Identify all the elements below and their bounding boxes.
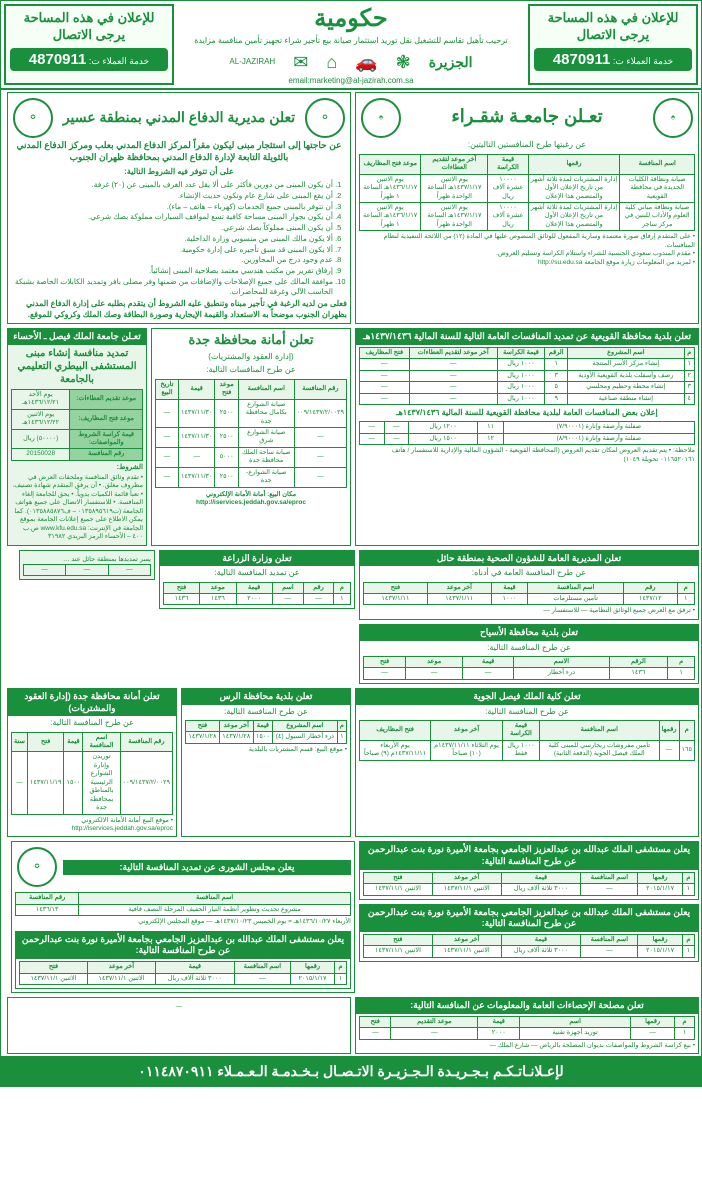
jeddah2-block: تعلن أمانة محافظة جدة (إدارة العقود والم… xyxy=(7,688,177,838)
gov-title: حكومية xyxy=(179,3,523,34)
civil-defense-icon: ✪ xyxy=(13,98,53,138)
shaqra-logo-icon: ⬘ xyxy=(653,98,693,138)
asir-lead: عن حاجتها إلى استئجار مبنى ليكون مقراً ل… xyxy=(11,140,347,163)
shaqra-table: اسم المنافسةرقمهاقيمة الكراسةآخر موعد لت… xyxy=(359,154,695,232)
palm-icon: ❃ xyxy=(396,51,411,74)
agri-block: تعلن وزارة الزراعة عن تمديد المنافسة الت… xyxy=(159,550,355,610)
email-text: email:marketing@al-jazirah.com.sa xyxy=(179,76,523,86)
hdr-icons: الجزيرة ❃ 🚗 ⌂ ✉ AL-JAZIRAH xyxy=(179,51,523,74)
asir-block: ✪ تعلن مديرية الدفاع المدني بمنطقة عسير … xyxy=(7,92,351,324)
kfu-block: تعـلن جامعة الملك فيصل ـ الأحساء تمديد م… xyxy=(7,328,147,545)
brand-en: AL-JAZIRAH xyxy=(229,57,275,67)
gov-sub: ترحيب تأهيل تقاسم للتشغيل نقل توريد استث… xyxy=(179,36,523,46)
kau-block-2: يعلن مستشفى الملك عبدالله بن عبدالعزيز ا… xyxy=(359,904,699,962)
kfu-tail-block: يسر تمديدها بمنطقة حائل عند … ——— xyxy=(19,550,155,581)
kau-block-1: يعلن مستشفى الملك عبدالله بن عبدالعزيز ا… xyxy=(359,841,699,899)
shura-logo-icon: ✪ xyxy=(17,847,57,887)
shura-block: يعلن مجلس الشورى عن تمديد المنافسة التال… xyxy=(11,841,355,993)
ahsat-block: تعلن مصلحة الإحصاءات العامة والمعلومات ع… xyxy=(355,997,699,1054)
jeddah-table: رقم المنافسةاسم المنافسةموعد فتحقيمةتاري… xyxy=(155,379,347,488)
shaqra-block: ⬘ تعـلن جامعـة شقـراء ⬘ عن رغبتها طرح ال… xyxy=(355,92,699,324)
home-icon: ⌂ xyxy=(326,51,337,74)
footer-bar: لإعـلانـاتـكـم بـجـريـدة الـجـزيـرة الات… xyxy=(1,1056,701,1086)
spacer: — xyxy=(7,997,351,1054)
jeddah-block: تعلن أمانة محافظة جدة (إدارة العقود والم… xyxy=(151,328,351,545)
asyah-block: تعلن بلدية محافظة الأسياح عن طرح المنافس… xyxy=(359,624,699,684)
hdr-ad-right: للإعلان في هذه المساحة يرجى الاتصال خدمة… xyxy=(528,4,698,85)
header: للإعلان في هذه المساحة يرجى الاتصال خدمة… xyxy=(1,1,701,90)
quwaiya-table: ماسم المشروعالرقمقيمة الكراسةآخر موعد لت… xyxy=(359,347,695,405)
hdr-ad-left: للإعلان في هذه المساحة يرجى الاتصال خدمة… xyxy=(4,4,174,85)
hail-block: تعلن المديرية العامة للشؤون الصحية بمنطق… xyxy=(359,550,699,620)
shaqra-notes: • على المتقدم إرفاق صورة معتمدة وسارية ا… xyxy=(359,233,695,267)
kau-block-3: يعلن مستشفى الملك عبدالله بن عبدالعزيز ا… xyxy=(15,931,351,989)
ad-title: للإعلان في هذه المساحة يرجى الاتصال xyxy=(534,10,692,44)
hdr-center: حكومية ترحيب تأهيل تقاسم للتشغيل نقل تور… xyxy=(177,1,525,88)
quwaiya-block: تعلن بلدية محافظة القويعية عن تمديد المن… xyxy=(355,328,699,545)
asir-tail: فعلى من لديه الرغبة في تأجير مبناه وتنطب… xyxy=(11,299,347,320)
asir-title: تعلن مديرية الدفاع المدني بمنطقة عسير xyxy=(59,108,299,126)
shaqra-title: تعـلن جامعـة شقـراء xyxy=(403,105,651,128)
civil-defense-icon: ✪ xyxy=(305,98,345,138)
shaqra-logo-icon: ⬘ xyxy=(361,98,401,138)
car-icon: 🚗 xyxy=(355,51,377,74)
mail-icon: ✉ xyxy=(293,51,308,74)
brand-ar: الجزيرة xyxy=(429,53,473,71)
kfac-block: تعلن كلية الملك فيصل الجوية عن طرح المنا… xyxy=(355,688,699,838)
rass-block: تعلن بلدية محافظة الرس عن طرح المنافسة ا… xyxy=(181,688,351,838)
asir-conditions: أن يكون المبنى من دورين فأكثر على ألا يق… xyxy=(11,180,347,296)
